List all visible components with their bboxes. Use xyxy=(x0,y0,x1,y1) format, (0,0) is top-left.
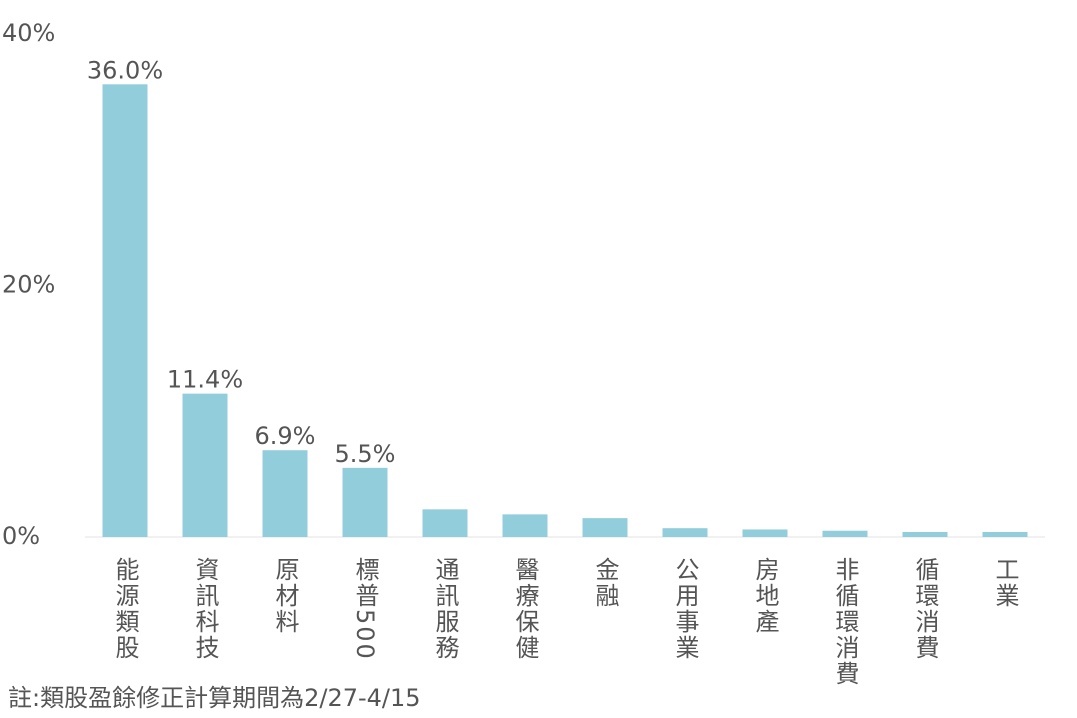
x-tick-label: 工業 xyxy=(991,557,1019,609)
x-tick-label: 原材料 xyxy=(271,557,299,635)
x-tick-label: 金融 xyxy=(591,557,619,609)
value-label: 5.5% xyxy=(335,440,396,468)
x-tick-label: 資訊科技 xyxy=(191,557,219,661)
x-tick-label: 標普500 xyxy=(351,557,379,661)
x-tick-label: 醫療保健 xyxy=(511,557,539,661)
bar xyxy=(582,518,628,537)
footnote: 註:類股盈餘修正計算期間為2/27-4/15 xyxy=(8,684,421,712)
x-tick-label: 通訊服務 xyxy=(431,557,459,661)
x-tick-label: 循環消費 xyxy=(911,557,939,661)
value-label: 11.4% xyxy=(167,366,243,394)
bar xyxy=(662,528,708,537)
x-tick-label: 能源類股 xyxy=(111,557,139,661)
bar xyxy=(422,509,468,537)
x-tick-label: 房地產 xyxy=(751,557,779,635)
bar xyxy=(262,450,308,537)
bar xyxy=(742,529,788,537)
bar xyxy=(102,84,148,538)
x-tick-label: 公用事業 xyxy=(671,557,699,661)
x-tick-label: 非循環消費 xyxy=(831,557,859,687)
value-label: 36.0% xyxy=(87,56,163,84)
bar xyxy=(902,531,948,537)
bar xyxy=(502,514,548,537)
y-tick-label: 0% xyxy=(2,522,40,550)
y-tick-label: 20% xyxy=(2,271,55,299)
bar xyxy=(182,393,228,537)
value-label: 6.9% xyxy=(255,422,316,450)
y-tick-label: 40% xyxy=(2,19,55,47)
bar xyxy=(982,531,1028,537)
bar xyxy=(342,467,388,537)
bar xyxy=(822,530,868,537)
